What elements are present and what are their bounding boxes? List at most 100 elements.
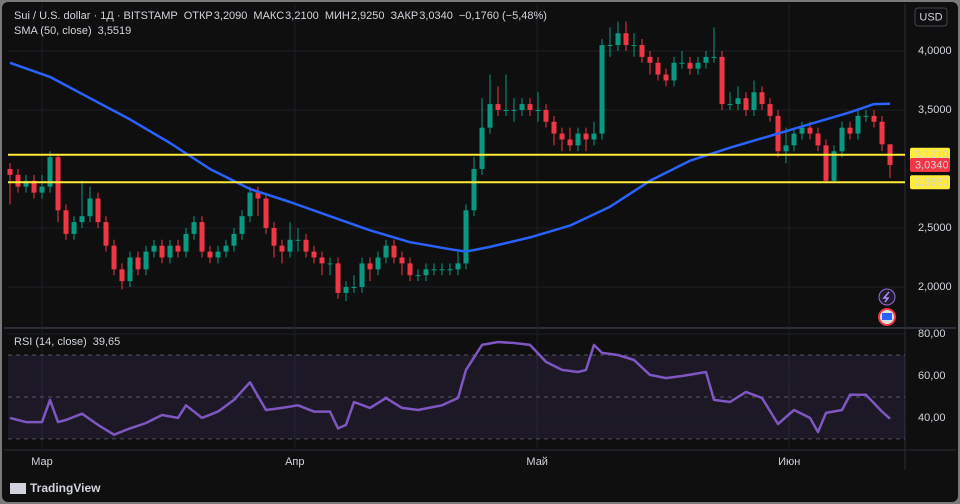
candle-body	[407, 263, 413, 276]
candle-body	[679, 62, 685, 64]
candle-body	[631, 45, 637, 47]
candle-body	[655, 62, 661, 75]
candle-body	[111, 245, 117, 270]
change-value: −0,1760 (−5,48%)	[459, 10, 547, 22]
candle-body	[39, 186, 45, 193]
candle-body	[311, 251, 317, 258]
alert-glyph	[882, 291, 890, 303]
candle-body	[271, 227, 277, 246]
candle-body	[151, 245, 157, 252]
candle-body	[319, 257, 325, 264]
candle-body	[823, 145, 829, 181]
candle-body	[615, 33, 621, 46]
candle-body	[623, 33, 629, 46]
candle-body	[119, 269, 125, 282]
candle-body	[431, 269, 437, 271]
candle-body	[743, 98, 749, 110]
candle-body	[167, 245, 173, 258]
candle-body	[287, 239, 293, 252]
candle-body	[79, 216, 85, 223]
candle-body	[63, 210, 69, 234]
candle-body	[487, 104, 493, 128]
candle-body	[303, 239, 309, 252]
candle-body	[607, 45, 613, 47]
candle-body	[863, 115, 869, 117]
candle-body	[511, 109, 517, 111]
candle-body	[231, 233, 237, 246]
candle-body	[543, 109, 549, 122]
legend-text: RSI (14, close)	[14, 336, 87, 348]
last-price-label: 3,0340	[915, 159, 949, 171]
candle-body	[807, 127, 813, 134]
candle-body	[55, 157, 61, 211]
candle-body	[703, 56, 709, 63]
candle-body	[439, 269, 445, 271]
candle-body	[479, 127, 485, 169]
legend-text: 3,5519	[98, 25, 132, 37]
candle-body	[535, 109, 541, 111]
candle-body	[295, 239, 301, 241]
candle-body	[455, 263, 461, 270]
currency-button[interactable]	[914, 7, 948, 27]
candle-body	[47, 157, 53, 187]
candle-body	[391, 245, 397, 258]
candle-body	[87, 198, 93, 217]
brand-logo	[10, 483, 26, 494]
y-tick-label: 2,0000	[918, 281, 952, 293]
candle-body	[463, 210, 469, 264]
candle-body	[71, 222, 77, 234]
candle-body	[695, 62, 701, 69]
candle-body	[367, 263, 373, 270]
candle-body	[215, 251, 221, 258]
event-glyph	[882, 313, 892, 320]
alert-icon[interactable]	[878, 288, 896, 306]
candle-body	[551, 121, 557, 134]
candle-body	[663, 74, 669, 81]
ohlc-name: МАКС	[253, 10, 284, 22]
ohlc-name: ЗАКР	[390, 10, 418, 22]
candle-body	[847, 127, 853, 134]
candle-body	[23, 180, 29, 187]
y-tick-label: 80,00	[918, 328, 946, 340]
ohlc-name: МИН	[325, 10, 350, 22]
sma-line	[9, 61, 891, 253]
candle-body	[599, 45, 605, 134]
candle-body	[263, 198, 269, 228]
level-label: 2,8880	[915, 177, 949, 189]
y-tick-label: 60,00	[918, 370, 946, 382]
candle-body	[751, 92, 757, 110]
candle-body	[375, 257, 381, 270]
candle-body	[327, 263, 333, 265]
ohlc-value: 3,2090	[214, 10, 248, 22]
candle-body	[647, 56, 653, 63]
candle-body	[223, 245, 229, 252]
candle-body	[879, 121, 885, 145]
ohlc-value: 3,2100	[285, 10, 319, 22]
y-tick-label: 3,5000	[918, 104, 952, 116]
candle-body	[815, 133, 821, 146]
candle-body	[527, 104, 533, 110]
candle-body	[711, 56, 717, 58]
level-tag	[910, 175, 950, 190]
candle-body	[207, 251, 213, 258]
candle-body	[471, 168, 477, 211]
candle-body	[183, 233, 189, 252]
candle-body	[639, 45, 645, 57]
candle-body	[583, 133, 589, 140]
candle-body	[135, 257, 141, 270]
ohlc-value: 2,9250	[351, 10, 385, 22]
brand-name: TradingView	[30, 481, 101, 495]
candle-body	[351, 286, 357, 288]
candle-body	[575, 133, 581, 146]
candle-body	[519, 104, 525, 110]
candle-body	[239, 216, 245, 234]
candle-body	[687, 62, 693, 69]
candle-body	[383, 245, 389, 258]
ohlc-name: ОТКР	[184, 10, 213, 22]
candle-body	[871, 115, 877, 122]
candle-body	[447, 269, 453, 271]
candle-body	[503, 109, 509, 111]
x-tick-label: Май	[526, 456, 548, 468]
candle-body	[415, 275, 421, 277]
